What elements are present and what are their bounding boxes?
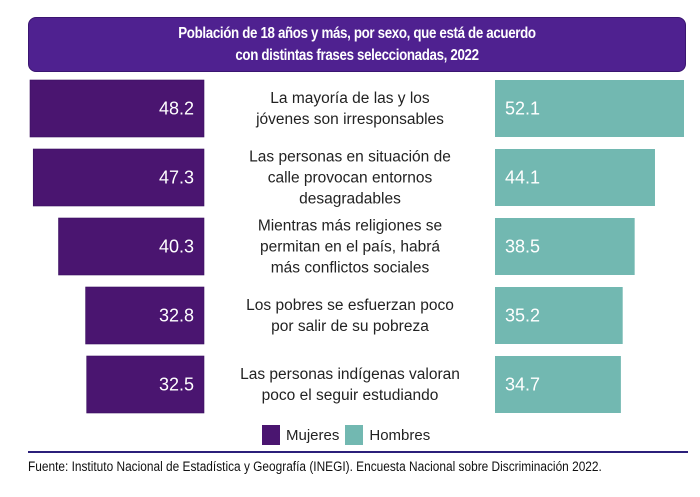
- category-label-3-line-1: por salir de su pobreza: [271, 318, 429, 335]
- category-label-0-line-0: La mayoría de las y los: [270, 90, 430, 107]
- bar-label-mujeres-4: 32.5: [159, 375, 194, 395]
- bar-label-hombres-2: 38.5: [505, 237, 540, 257]
- bar-hombres-2: [495, 218, 635, 275]
- legend-label-hombres: Hombres: [369, 426, 431, 444]
- legend-item-mujeres: Mujeres: [262, 425, 339, 445]
- bar-mujeres-4: [86, 355, 205, 414]
- bar-label-hombres-1: 44.1: [505, 168, 540, 188]
- bar-label-mujeres-1: 47.3: [159, 168, 194, 188]
- bar-mujeres-1: [32, 148, 205, 207]
- category-label-4-line-1: poco el seguir estudiando: [262, 387, 439, 404]
- chart-title-line-1: Población de 18 años y más, por sexo, qu…: [178, 25, 536, 42]
- bar-mujeres-3: [85, 286, 205, 345]
- category-label-0-line-1: jóvenes son irresponsables: [255, 111, 444, 128]
- legend-label-mujeres: Mujeres: [286, 426, 340, 444]
- category-label-1-line-2: desagradables: [299, 191, 401, 208]
- bar-label-hombres-3: 35.2: [505, 306, 540, 326]
- category-label-1-line-0: Las personas en situación de: [249, 149, 451, 166]
- bar-hombres-1: [495, 149, 655, 206]
- source-note: Fuente: Instituto Nacional de Estadístic…: [28, 459, 602, 474]
- bar-mujeres-2: [58, 217, 205, 276]
- chart-title: Población de 18 años y más, por sexo, qu…: [28, 17, 686, 72]
- category-label-2-line-1: permitan en el país, habrá: [260, 239, 440, 256]
- bar-hombres-4: [495, 356, 621, 413]
- bar-hombres-3: [495, 287, 623, 344]
- category-label-2-line-2: más conflictos sociales: [271, 260, 430, 277]
- category-label-4-line-0: Las personas indígenas valoran: [240, 366, 460, 383]
- bar-mujeres-0: [29, 79, 205, 138]
- bar-label-mujeres-2: 40.3: [159, 237, 194, 257]
- category-label-3-line-0: Los pobres se esfuerzan poco: [246, 297, 454, 314]
- chart-title-line-2: con distintas frases seleccionadas, 2022: [235, 47, 479, 64]
- bar-hombres-0: [495, 80, 684, 137]
- bar-label-mujeres-0: 48.2: [159, 99, 194, 119]
- bar-label-hombres-0: 52.1: [505, 99, 540, 119]
- bar-label-hombres-4: 34.7: [505, 375, 540, 395]
- legend-item-hombres: Hombres: [345, 425, 430, 445]
- legend-swatch-hombres: [345, 425, 364, 445]
- bar-label-mujeres-3: 32.8: [159, 306, 194, 326]
- category-label-1-line-1: calle provocan entornos: [268, 170, 433, 187]
- legend-swatch-mujeres: [262, 425, 280, 445]
- divider-rule: [28, 451, 688, 453]
- category-label-2-line-0: Mientras más religiones se: [258, 218, 442, 235]
- legend: Mujeres Hombres: [262, 425, 436, 445]
